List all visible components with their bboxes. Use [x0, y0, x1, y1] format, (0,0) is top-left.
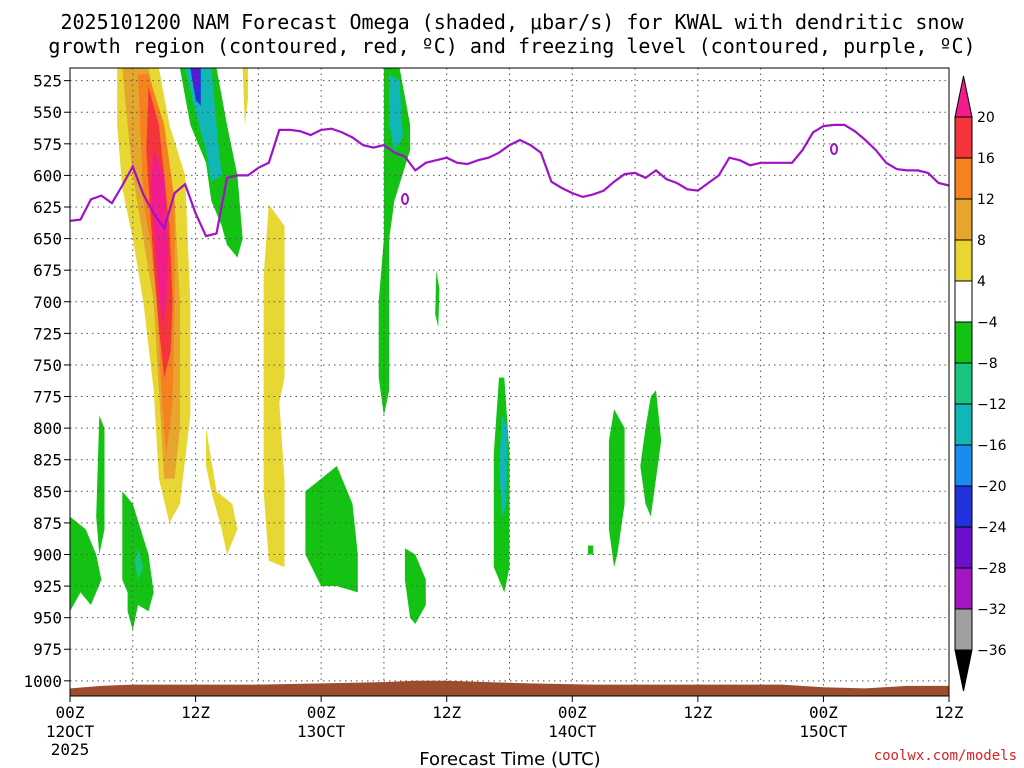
- colorbar-swatch: [954, 485, 973, 528]
- colorbar-swatch: [954, 239, 973, 282]
- chart-title-line-2: growth region (contoured, red, ºC) and f…: [48, 34, 975, 58]
- omega-region-15: [70, 516, 102, 612]
- x-tick-label: 00Z: [56, 703, 85, 722]
- freezing-level-line: [69, 123, 950, 238]
- colorbar-swatch: [954, 362, 973, 405]
- credit-text: coolwx.com/models: [874, 748, 1017, 764]
- y-tick-label: 900: [33, 545, 62, 564]
- omega-region-25: [640, 390, 662, 517]
- x-tick-label: 12Z: [683, 703, 712, 722]
- y-tick-label: 525: [33, 72, 62, 91]
- omega-region-18: [134, 548, 144, 580]
- y-tick-label: 800: [33, 419, 62, 438]
- colorbar-swatch: [954, 403, 973, 446]
- y-tick-label: 775: [33, 388, 62, 407]
- omega-region-6: [263, 204, 285, 568]
- omega-region-9: [185, 68, 222, 182]
- colorbar-label: −32: [977, 602, 1007, 618]
- gridlines: [70, 68, 949, 696]
- y-tick-label: 875: [33, 514, 62, 533]
- y-tick-label: 700: [33, 293, 62, 312]
- y-tick-label: 975: [33, 640, 62, 659]
- freezing-level-label: [830, 143, 838, 155]
- colorbar-swatch: [954, 321, 973, 364]
- x-tick-label: 12Z: [181, 703, 210, 722]
- colorbar-label: −16: [977, 438, 1007, 454]
- colorbar-swatch: [954, 444, 973, 487]
- x-tick-label: 00Z: [307, 703, 336, 722]
- colorbar-label: 4: [977, 274, 986, 290]
- omega-region-20: [404, 548, 426, 624]
- colorbar-label: 20: [977, 110, 995, 126]
- x-tick-label: 00Z: [809, 703, 838, 722]
- x-tick-date-label: 15OCT: [799, 722, 848, 741]
- y-tick-label: 650: [33, 230, 62, 249]
- chart-title-line-1: 2025101200 NAM Forecast Omega (shaded, μ…: [60, 10, 964, 34]
- omega-region-14: [435, 270, 440, 327]
- omega-region-5: [206, 428, 238, 555]
- omega-region-16: [96, 415, 105, 555]
- colorbar-label: −36: [977, 643, 1007, 659]
- colorbar-label: 16: [977, 151, 995, 167]
- y-tick-label: 550: [33, 103, 62, 122]
- y-tick-label: 825: [33, 451, 62, 470]
- omega-region-23: [608, 409, 625, 568]
- colorbar-label: −20: [977, 479, 1007, 495]
- colorbar-swatch: [954, 75, 973, 118]
- x-axis-label: Forecast Time (UTC): [419, 749, 600, 768]
- y-tick-label: 725: [33, 324, 62, 343]
- colorbar-label: −4: [977, 315, 998, 331]
- y-tick-label: 750: [33, 356, 62, 375]
- colorbar-swatch: [954, 608, 973, 651]
- y-tick-label: 600: [33, 166, 62, 185]
- plot-frame: [69, 67, 950, 697]
- y-tick-label: 575: [33, 135, 62, 154]
- x-tick-date-label: 14OCT: [548, 722, 597, 741]
- omega-region-24: [588, 545, 594, 555]
- colorbar-swatch: [954, 116, 973, 159]
- omega-region-7: [242, 68, 248, 125]
- y-tick-label: 850: [33, 482, 62, 501]
- y-tick-label: 625: [33, 198, 62, 217]
- omega-region-13: [389, 74, 403, 151]
- colorbar-swatch: [954, 526, 973, 569]
- colorbar-swatch: [954, 157, 973, 200]
- colorbar-label: −24: [977, 520, 1007, 536]
- x-tick-date-label: 12OCT: [46, 722, 95, 741]
- y-tick-label: 1000: [23, 672, 62, 691]
- colorbar: 20 16 12 8 4 −4 −8 −12 −16 −20 −24 −28 −32 −36: [954, 75, 1007, 692]
- x-tick-date-label: 13OCT: [297, 722, 346, 741]
- y-tick-label: 675: [33, 261, 62, 280]
- x-tick-label: 00Z: [558, 703, 587, 722]
- y-axis-ticks: 525 550 575 600 625 650 675 700 725 750 775 800 825 8…: [23, 72, 70, 691]
- colorbar-label: 8: [977, 233, 986, 249]
- omega-region-19: [305, 466, 358, 593]
- colorbar-label: −8: [977, 356, 998, 372]
- x-tick-label: 12Z: [935, 703, 964, 722]
- omega-region-11: [193, 68, 199, 94]
- colorbar-label: −28: [977, 561, 1007, 577]
- x-tick-year-label: 2025: [51, 740, 90, 759]
- colorbar-swatch: [954, 198, 973, 241]
- colorbar-swatch: [954, 649, 973, 692]
- y-tick-label: 950: [33, 609, 62, 628]
- freezing-level-label: [401, 193, 409, 205]
- colorbar-swatch: [954, 280, 973, 323]
- x-tick-label: 12Z: [432, 703, 461, 722]
- colorbar-label: 12: [977, 192, 995, 208]
- y-tick-label: 925: [33, 577, 62, 596]
- colorbar-label: −12: [977, 397, 1007, 413]
- plot-area: [69, 67, 950, 697]
- terrain-fill: [70, 680, 949, 696]
- colorbar-swatch: [954, 567, 973, 610]
